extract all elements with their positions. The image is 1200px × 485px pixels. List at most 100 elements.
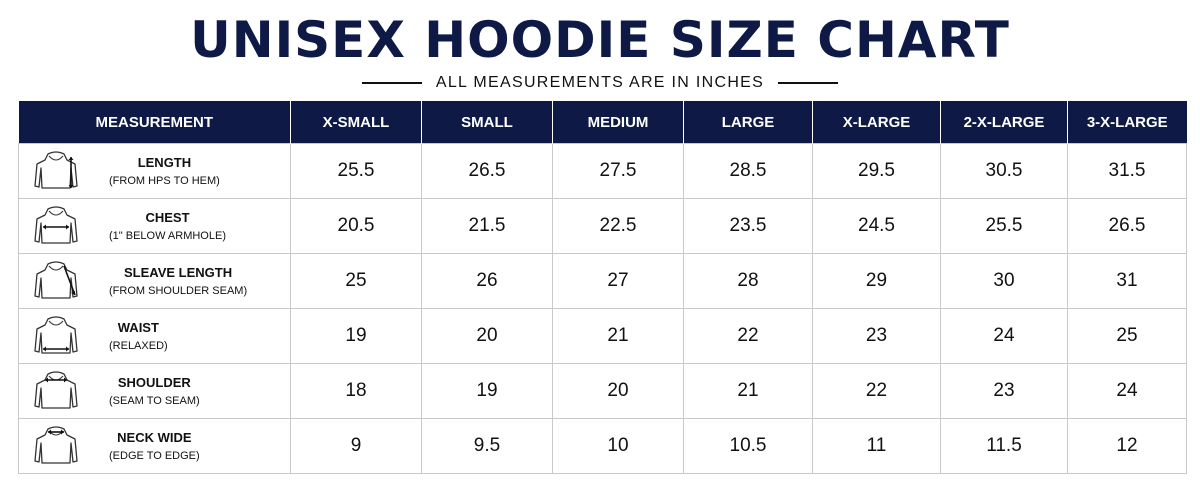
size-value-cell: 25.5 — [940, 198, 1068, 254]
table-header-row: MEASUREMENT X-SMALL SMALL MEDIUM LARGE X… — [18, 101, 1187, 144]
size-value-cell: 22.5 — [552, 198, 684, 254]
size-value-cell: 31.5 — [1067, 143, 1187, 199]
hoodie-neck-icon — [34, 426, 78, 464]
size-value-cell: 21 — [552, 308, 684, 364]
size-value-cell: 25 — [1067, 308, 1187, 364]
size-value-cell: 10 — [552, 418, 684, 474]
measurement-label: CHEST (1" BELOW ARMHOLE) — [19, 199, 290, 253]
size-value-cell: 24.5 — [812, 198, 941, 254]
size-value-cell: 11 — [812, 418, 941, 474]
table-row: WAIST (RELAXED) 19 20 21 22 23 24 25 — [18, 308, 1187, 364]
measurement-note: (FROM SHOULDER SEAM) — [109, 285, 248, 297]
measurement-text: LENGTH (FROM HPS TO HEM) — [109, 155, 220, 187]
size-value-cell: 20 — [421, 308, 553, 364]
hoodie-sleeve-icon — [34, 261, 78, 299]
hoodie-length-icon — [34, 151, 78, 189]
size-value-cell: 23.5 — [683, 198, 813, 254]
size-value-cell: 22 — [683, 308, 813, 364]
table-row: SHOULDER (SEAM TO SEAM) 18 19 20 21 22 23 24 — [18, 363, 1187, 419]
measurement-name: NECK WIDE — [117, 430, 192, 445]
measurement-label: WAIST (RELAXED) — [19, 309, 290, 363]
size-value-cell: 26.5 — [1067, 198, 1187, 254]
table-row: NECK WIDE (EDGE TO EDGE) 9 9.5 10 10.5 11 11.5 1… — [18, 418, 1187, 474]
size-value-cell: 25.5 — [290, 143, 422, 199]
measurement-name: LENGTH — [137, 155, 192, 170]
header-x-large: X-LARGE — [812, 101, 941, 144]
measurement-label: LENGTH (FROM HPS TO HEM) — [19, 144, 290, 198]
measurement-name: SHOULDER — [117, 375, 191, 390]
page-subtitle: ALL MEASUREMENTS ARE IN INCHES — [435, 74, 765, 91]
measurement-name: CHEST — [145, 210, 190, 225]
measurement-label: SLEAVE LENGTH (FROM SHOULDER SEAM) — [19, 254, 290, 308]
subtitle-row: ALL MEASUREMENTS ARE IN INCHES — [0, 70, 1200, 96]
measurement-cell: NECK WIDE (EDGE TO EDGE) — [18, 418, 291, 474]
size-value-cell: 9 — [290, 418, 422, 474]
measurement-text: CHEST (1" BELOW ARMHOLE) — [109, 210, 226, 242]
size-value-cell: 28.5 — [683, 143, 813, 199]
table-row: SLEAVE LENGTH (FROM SHOULDER SEAM) 25 26 27 2… — [18, 253, 1187, 309]
size-value-cell: 28 — [683, 253, 813, 309]
measurement-note: (SEAM TO SEAM) — [109, 395, 200, 407]
hoodie-waist-icon — [34, 316, 78, 354]
size-value-cell: 26.5 — [421, 143, 553, 199]
size-value-cell: 31 — [1067, 253, 1187, 309]
size-value-cell: 29 — [812, 253, 941, 309]
measurement-cell: SLEAVE LENGTH (FROM SHOULDER SEAM) — [18, 253, 291, 309]
measurement-text: SLEAVE LENGTH (FROM SHOULDER SEAM) — [109, 265, 247, 297]
table-row: CHEST (1" BELOW ARMHOLE) 20.5 21.5 22.5 23.5 2… — [18, 198, 1187, 254]
size-value-cell: 21 — [683, 363, 813, 419]
hoodie-chest-icon — [34, 206, 78, 244]
size-value-cell: 19 — [290, 308, 422, 364]
measurement-name: SLEAVE LENGTH — [124, 265, 233, 280]
size-value-cell: 27.5 — [552, 143, 684, 199]
header-large: LARGE — [683, 101, 813, 144]
size-value-cell: 22 — [812, 363, 941, 419]
header-medium: MEDIUM — [552, 101, 684, 144]
measurement-cell: SHOULDER (SEAM TO SEAM) — [18, 363, 291, 419]
size-value-cell: 10.5 — [683, 418, 813, 474]
size-value-cell: 25 — [290, 253, 422, 309]
measurement-note: (EDGE TO EDGE) — [109, 450, 200, 462]
measurement-name: WAIST — [117, 320, 159, 335]
measurement-cell: LENGTH (FROM HPS TO HEM) — [18, 143, 291, 199]
size-value-cell: 19 — [421, 363, 553, 419]
header-2-x-large: 2-X-LARGE — [940, 101, 1068, 144]
size-value-cell: 11.5 — [940, 418, 1068, 474]
size-value-cell: 26 — [421, 253, 553, 309]
size-value-cell: 9.5 — [421, 418, 553, 474]
size-value-cell: 21.5 — [421, 198, 553, 254]
hoodie-shoulder-icon — [34, 371, 78, 409]
size-value-cell: 30.5 — [940, 143, 1068, 199]
measurement-label: NECK WIDE (EDGE TO EDGE) — [19, 419, 290, 473]
size-value-cell: 20 — [552, 363, 684, 419]
measurement-cell: CHEST (1" BELOW ARMHOLE) — [18, 198, 291, 254]
size-value-cell: 12 — [1067, 418, 1187, 474]
size-table: MEASUREMENT X-SMALL SMALL MEDIUM LARGE X… — [18, 101, 1187, 474]
subtitle-left-rule — [361, 82, 422, 84]
measurement-label: SHOULDER (SEAM TO SEAM) — [19, 364, 290, 418]
measurement-text: SHOULDER (SEAM TO SEAM) — [109, 375, 200, 407]
size-value-cell: 20.5 — [290, 198, 422, 254]
measurement-note: (RELAXED) — [109, 340, 168, 352]
size-value-cell: 18 — [290, 363, 422, 419]
size-value-cell: 27 — [552, 253, 684, 309]
page-title: UNISEX HOODIE SIZE CHART — [190, 11, 1010, 69]
measurement-cell: WAIST (RELAXED) — [18, 308, 291, 364]
header-x-small: X-SMALL — [290, 101, 422, 144]
header-small: SMALL — [421, 101, 553, 144]
size-value-cell: 24 — [1067, 363, 1187, 419]
measurement-text: NECK WIDE (EDGE TO EDGE) — [109, 430, 200, 462]
size-value-cell: 24 — [940, 308, 1068, 364]
size-value-cell: 29.5 — [812, 143, 941, 199]
subtitle-right-rule — [778, 82, 839, 84]
measurement-note: (FROM HPS TO HEM) — [109, 175, 220, 187]
table-row: LENGTH (FROM HPS TO HEM) 25.5 26.5 27.5 28.5 2… — [18, 143, 1187, 199]
size-value-cell: 23 — [940, 363, 1068, 419]
size-value-cell: 30 — [940, 253, 1068, 309]
measurement-text: WAIST (RELAXED) — [109, 320, 168, 352]
measurement-note: (1" BELOW ARMHOLE) — [109, 230, 226, 242]
header-measurement: MEASUREMENT — [18, 101, 291, 144]
size-value-cell: 23 — [812, 308, 941, 364]
header-3-x-large: 3-X-LARGE — [1067, 101, 1187, 144]
